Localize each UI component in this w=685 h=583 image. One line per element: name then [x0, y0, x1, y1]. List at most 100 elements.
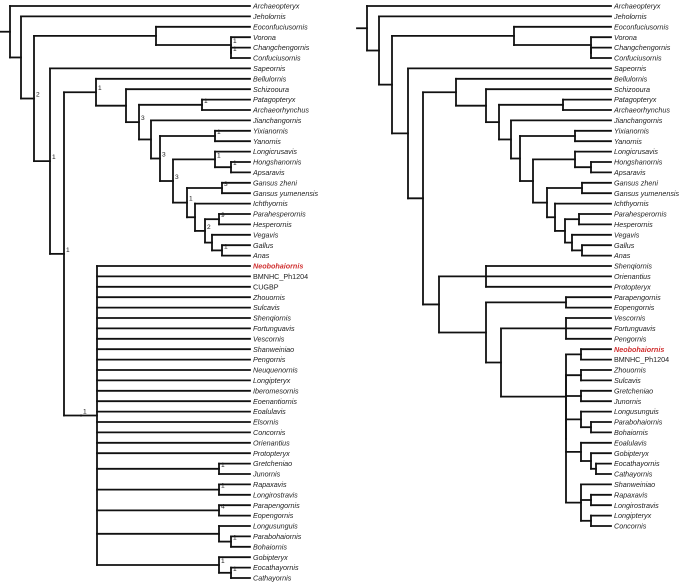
left-taxon-changchengornis: Changchengornis [253, 43, 310, 52]
left-taxon-eocathayornis: Eocathayornis [253, 563, 299, 572]
left-support-value: 3 [141, 115, 145, 122]
left-support-value: 1 [98, 85, 102, 92]
left-taxon-pengornis: Pengornis [253, 355, 286, 364]
right-taxon-confuciusornis: Confuciusornis [614, 54, 662, 63]
left-taxon-parabohaiornis: Parabohaiornis [253, 532, 302, 541]
right-taxon-archaeopteryx: Archaeopteryx [613, 2, 661, 11]
right-taxon-neobohaiornis: Neobohaiornis [614, 345, 664, 354]
left-taxon-gansus-zheni: Gansus zheni [253, 178, 297, 187]
left-support-value: 2 [36, 92, 40, 99]
right-taxon-sapeornis: Sapeornis [614, 64, 647, 73]
right-taxon-sulcavis: Sulcavis [614, 376, 641, 385]
right-taxon-junornis: Junornis [613, 397, 642, 406]
left-taxon-neobohaiornis: Neobohaiornis [253, 262, 303, 271]
right-taxon-fortunguavis: Fortunguavis [614, 324, 656, 333]
left-support-value: 1 [224, 243, 228, 250]
right-taxon-parabohaiornis: Parabohaiornis [614, 418, 663, 427]
left-support-value: 1 [233, 160, 237, 167]
left-taxon-longicrusavis: Longicrusavis [253, 147, 297, 156]
left-support-value: 2 [207, 224, 211, 231]
left-taxon-parapengornis: Parapengornis [253, 501, 300, 510]
right-taxon-eopengornis: Eopengornis [614, 303, 655, 312]
right-taxon-concornis: Concornis [614, 522, 647, 531]
left-taxon-schizooura: Schizooura [253, 85, 289, 94]
right-taxon-longipteryx: Longipteryx [614, 511, 652, 520]
left-taxon-gallus: Gallus [253, 241, 274, 250]
left-support-value: 1 [233, 535, 237, 542]
right-taxon-apsaravis: Apsaravis [613, 168, 646, 177]
left-taxon-junornis: Junornis [252, 470, 281, 479]
left-taxon-longipteryx: Longipteryx [253, 376, 291, 385]
left-support-value: 9 [221, 212, 225, 219]
left-support-value: 1 [221, 558, 225, 565]
left-support-value: 1 [217, 129, 221, 136]
right-taxon-bohaiornis: Bohaiornis [614, 428, 648, 437]
left-taxon-rapaxavis: Rapaxavis [253, 480, 287, 489]
left-taxon-protopteryx: Protopteryx [253, 449, 290, 458]
left-taxon-zhouornis: Zhouornis [252, 293, 285, 302]
left-support-value: 3 [162, 152, 166, 159]
left-taxon-confuciusornis: Confuciusornis [253, 54, 301, 63]
left-taxon-hesperornis: Hesperornis [253, 220, 292, 229]
left-taxon-jianchangornis: Jianchangornis [252, 116, 302, 125]
right-taxon-shenqiornis: Shenqiornis [614, 262, 652, 271]
left-taxon-bohaiornis: Bohaiornis [253, 542, 287, 551]
left-support-value: 1 [233, 46, 237, 53]
right-taxon-eoconfuciusornis: Eoconfuciusornis [614, 22, 669, 31]
right-taxon-parapengornis: Parapengornis [614, 293, 661, 302]
left-taxon-longusunguis: Longusunguis [253, 522, 298, 531]
left-taxon-gansus-yumenensis: Gansus yumenensis [253, 189, 319, 198]
left-taxon-parahesperornis: Parahesperornis [253, 210, 306, 219]
left-taxon-eoalulavis: Eoalulavis [253, 407, 286, 416]
right-taxon-anas: Anas [613, 251, 631, 260]
left-taxon-orienantius: Orienantius [253, 438, 290, 447]
left-taxon-gobipteryx: Gobipteryx [253, 553, 288, 562]
left-taxon-bmnhc-ph1204: BMNHC_Ph1204 [253, 272, 308, 281]
left-taxon-fortunguavis: Fortunguavis [253, 324, 295, 333]
left-taxon-shenqiornis: Shenqiornis [253, 314, 291, 323]
right-taxon-vorona: Vorona [614, 33, 637, 42]
right-taxon-schizooura: Schizooura [614, 85, 650, 94]
left-support-value: 1 [233, 566, 237, 573]
left-taxon-vescornis: Vescornis [253, 334, 285, 343]
right-taxon-jeholornis: Jeholornis [613, 12, 647, 21]
left-taxon-yanornis: Yanornis [253, 137, 281, 146]
left-support-value: 1 [52, 154, 56, 161]
left-taxon-bellulornis: Bellulornis [253, 74, 287, 83]
left-taxon-jeholornis: Jeholornis [252, 12, 286, 21]
right-taxon-ichthyornis: Ichthyornis [614, 199, 649, 208]
left-taxon-concornis: Concornis [253, 428, 286, 437]
right-taxon-vescornis: Vescornis [614, 314, 646, 323]
right-taxon-vegavis: Vegavis [614, 230, 640, 239]
right-taxon-hongshanornis: Hongshanornis [614, 158, 663, 167]
left-support-value: 4 [221, 503, 225, 510]
left-support-value: 1 [233, 38, 237, 45]
right-taxon-shanweiniao: Shanweiniao [614, 480, 655, 489]
left-support-value: 1 [83, 409, 87, 416]
left-taxon-apsaravis: Apsaravis [252, 168, 285, 177]
left-taxon-cugbp: CUGBP [253, 282, 279, 291]
right-taxon-jianchangornis: Jianchangornis [613, 116, 663, 125]
right-taxon-archaeorhynchus: Archaeorhynchus [613, 106, 670, 115]
left-support-value: 3 [224, 181, 228, 188]
right-taxon-gretcheniao: Gretcheniao [614, 386, 653, 395]
right-taxon-bellulornis: Bellulornis [614, 74, 648, 83]
right-taxon-eoalulavis: Eoalulavis [614, 438, 647, 447]
right-taxon-pengornis: Pengornis [614, 334, 647, 343]
left-taxon-archaeorhynchus: Archaeorhynchus [252, 106, 309, 115]
left-support-value: 1 [217, 152, 221, 159]
left-taxon-neuquenornis: Neuquenornis [253, 366, 298, 375]
left-taxon-vegavis: Vegavis [253, 230, 279, 239]
left-taxon-elsornis: Elsornis [253, 418, 279, 427]
right-taxon-protopteryx: Protopteryx [614, 282, 651, 291]
left-support-value: 1 [221, 462, 225, 469]
right-taxon-eocathayornis: Eocathayornis [614, 459, 660, 468]
left-support-value: 1 [189, 196, 193, 203]
right-taxon-hesperornis: Hesperornis [614, 220, 653, 229]
left-taxon-patagopteryx: Patagopteryx [253, 95, 296, 104]
left-taxon-iberomesornis: Iberomesornis [253, 386, 299, 395]
right-taxon-gansus-zheni: Gansus zheni [614, 178, 658, 187]
